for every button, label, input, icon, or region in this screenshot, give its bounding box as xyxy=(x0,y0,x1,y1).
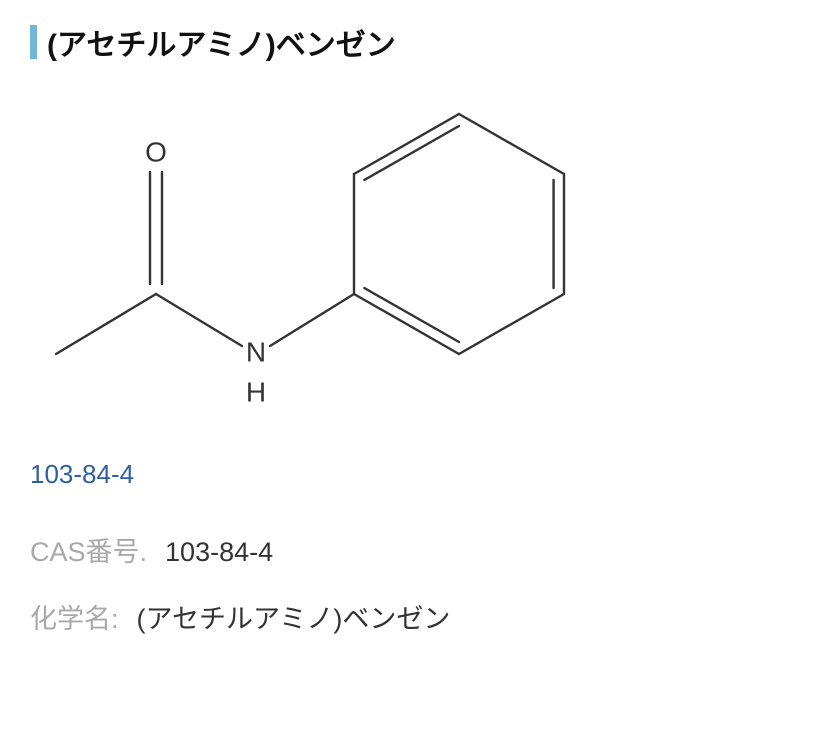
info-label: 化学名: xyxy=(30,597,119,636)
chemical-structure: O NH xyxy=(36,94,791,429)
svg-text:H: H xyxy=(246,376,266,407)
accent-bar xyxy=(30,25,37,59)
compound-title: (アセチルアミノ)ベンゼン xyxy=(47,20,396,64)
info-row: 化学名: (アセチルアミノ)ベンゼン xyxy=(30,597,791,636)
info-value: (アセチルアミノ)ベンゼン xyxy=(137,597,451,636)
info-row: CAS番号. 103-84-4 xyxy=(30,530,791,569)
info-value: 103-84-4 xyxy=(165,537,273,568)
info-label: CAS番号. xyxy=(30,530,147,569)
svg-text:N: N xyxy=(246,336,266,367)
cas-number-link[interactable]: 103-84-4 xyxy=(30,459,791,490)
title-row: (アセチルアミノ)ベンゼン xyxy=(30,20,791,64)
svg-text:O: O xyxy=(145,136,167,167)
